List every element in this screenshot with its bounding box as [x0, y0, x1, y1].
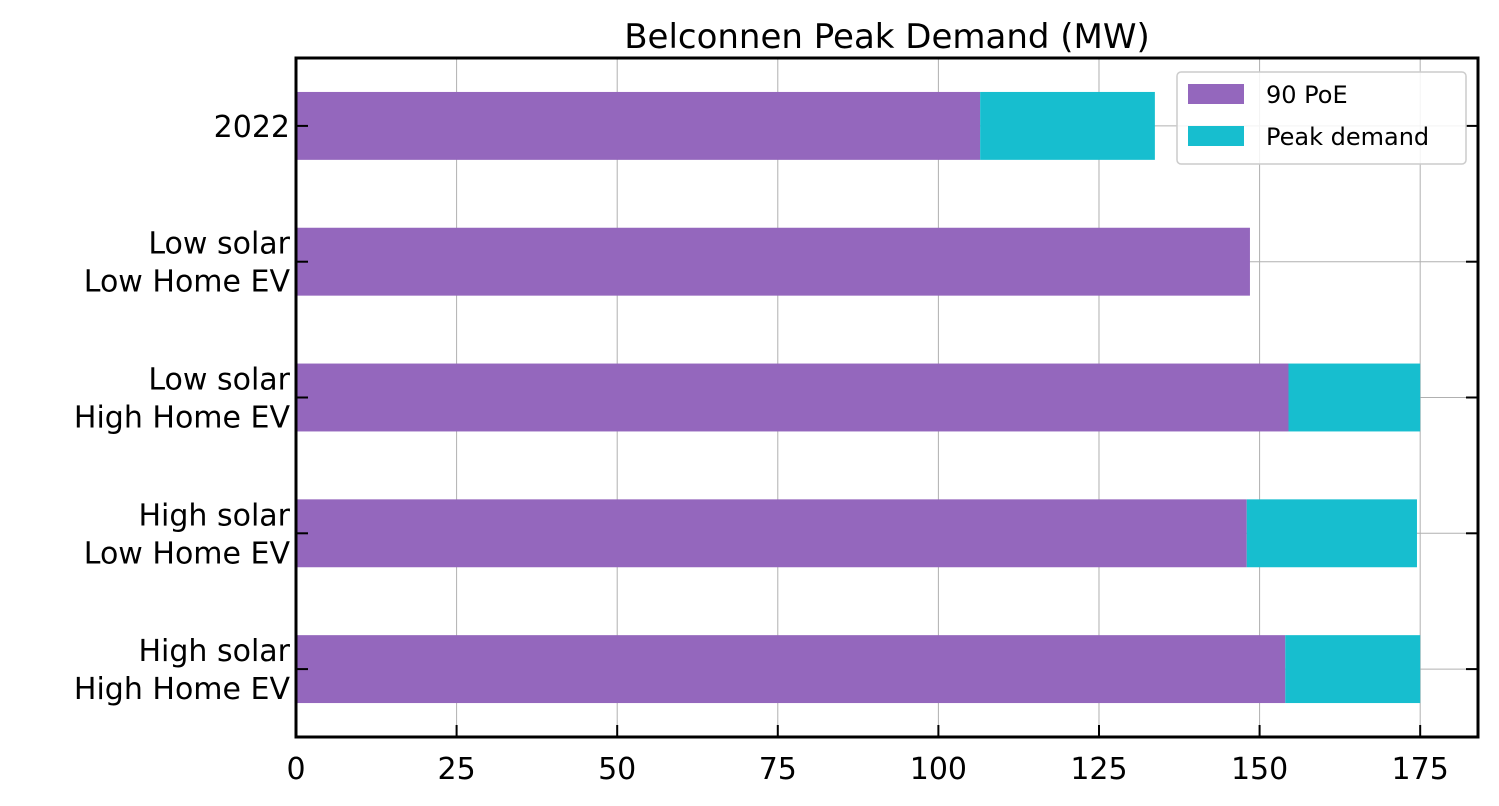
bar-poe90	[296, 227, 1250, 296]
bar-peak-demand	[1246, 499, 1417, 568]
y-category-label: Low Home EV	[84, 265, 291, 300]
bars-layer	[296, 91, 1421, 704]
x-tick-label: 100	[910, 752, 967, 787]
bar-peak-demand	[1288, 363, 1421, 432]
bar-poe90	[296, 363, 1289, 432]
bar-peak-demand	[980, 91, 1155, 160]
x-tick-label: 50	[598, 752, 636, 787]
bar-poe90	[296, 91, 981, 160]
y-category-label: High solar	[138, 498, 290, 533]
y-category-label: Low Home EV	[84, 536, 291, 571]
legend-swatch	[1188, 126, 1244, 146]
y-category-label: High Home EV	[74, 672, 291, 707]
legend-label: Peak demand	[1266, 123, 1429, 151]
bar-peak-demand	[1285, 635, 1421, 704]
legend-box	[1176, 71, 1467, 165]
x-tick-label: 125	[1070, 752, 1127, 787]
bar-poe90	[296, 499, 1247, 568]
x-tick-label: 175	[1392, 752, 1449, 787]
chart-title: Belconnen Peak Demand (MW)	[624, 17, 1150, 57]
legend-label: 90 PoE	[1266, 81, 1348, 109]
bar-poe90	[296, 635, 1286, 704]
x-tick-label: 25	[438, 752, 476, 787]
y-category-label: 2022	[214, 110, 290, 145]
legend-swatch	[1188, 84, 1244, 104]
ticks-layer	[295, 124, 1478, 737]
x-tick-label: 0	[286, 752, 305, 787]
y-category-label: High Home EV	[74, 401, 291, 436]
x-tick-label: 75	[759, 752, 797, 787]
x-tick-label: 150	[1231, 752, 1288, 787]
y-category-label: Low solar	[148, 227, 290, 262]
legend: 90 PoE Peak demand	[1176, 71, 1467, 165]
y-category-label: Low solar	[148, 363, 290, 398]
y-category-label: High solar	[138, 634, 290, 669]
